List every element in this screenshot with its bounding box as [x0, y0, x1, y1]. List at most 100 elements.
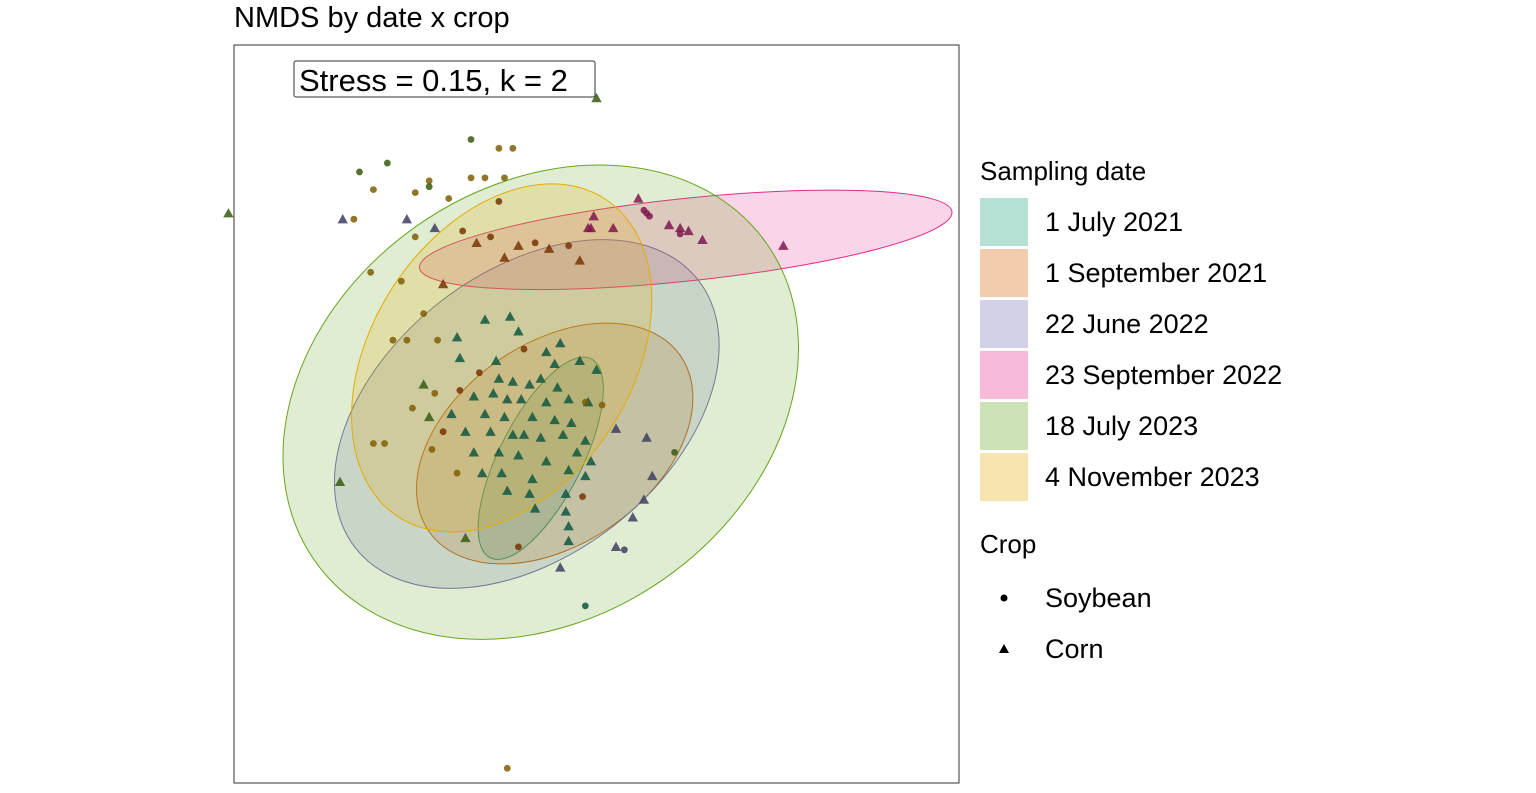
legend-title-crop: Crop	[980, 529, 1037, 559]
point-soybean	[503, 764, 511, 772]
point-soybean	[397, 277, 405, 285]
point-soybean	[425, 183, 433, 191]
ellipse-1-july-2021	[477, 356, 604, 560]
point-soybean	[501, 174, 508, 182]
point-corn	[663, 219, 675, 230]
point-corn	[513, 450, 524, 460]
point-corn	[683, 225, 694, 236]
stress-annotation: Stress = 0.15, k = 2	[293, 60, 596, 98]
stress-label-box	[293, 60, 596, 98]
point-soybean	[370, 440, 377, 447]
point-corn	[524, 379, 535, 389]
point-corn	[527, 411, 538, 422]
point-corn	[541, 346, 552, 357]
point-soybean	[425, 177, 433, 185]
point-soybean	[565, 242, 573, 250]
legend-swatch	[980, 198, 1028, 246]
legend-label: 18 July 2023	[1045, 410, 1199, 441]
point-soybean	[389, 336, 397, 344]
ellipse-layer	[282, 164, 953, 640]
point-soybean	[439, 428, 447, 436]
point-soybean	[531, 239, 539, 247]
point-corn	[641, 432, 652, 442]
point-corn	[529, 503, 541, 513]
point-corn	[504, 311, 516, 321]
point-corn	[451, 332, 463, 342]
point-soybean	[411, 189, 419, 197]
legend-item-4-november-2023: 4 November 2023	[980, 453, 1260, 501]
point-soybean	[671, 448, 678, 456]
point-corn	[502, 485, 513, 495]
point-soybean	[403, 336, 411, 344]
point-corn	[513, 240, 524, 250]
legend-label: Soybean	[1045, 582, 1152, 613]
point-soybean	[515, 543, 522, 551]
point-soybean	[367, 268, 375, 276]
legend-item-corn: Corn	[980, 625, 1104, 673]
point-corn	[608, 222, 619, 233]
point-corn	[557, 429, 569, 439]
point-soybean	[370, 186, 377, 194]
legend-item-18-july-2023: 18 July 2023	[980, 402, 1198, 450]
legend-swatch	[980, 351, 1028, 399]
point-soybean	[411, 233, 419, 241]
point-corn	[566, 417, 577, 428]
legend-label: 1 September 2021	[1045, 257, 1268, 288]
point-corn	[563, 464, 574, 475]
point-corn	[580, 435, 591, 445]
point-corn	[552, 382, 563, 392]
point-soybean	[431, 389, 439, 397]
point-corn	[588, 211, 599, 221]
legend-label: 4 November 2023	[1045, 461, 1260, 492]
point-soybean	[620, 546, 628, 554]
legend-swatch	[980, 402, 1028, 450]
point-corn	[223, 208, 234, 218]
point-corn	[460, 532, 471, 543]
point-corn	[507, 429, 519, 439]
point-soybean	[428, 446, 436, 453]
point-corn	[334, 476, 346, 487]
point-corn	[493, 447, 505, 457]
point-corn	[502, 394, 513, 404]
point-soybean	[467, 136, 475, 143]
point-corn	[574, 255, 585, 265]
point-corn	[476, 467, 488, 478]
point-corn	[468, 391, 480, 401]
point-corn	[437, 278, 449, 289]
point-corn	[627, 512, 638, 522]
legend-item-23-september-2022: 23 September 2022	[980, 351, 1282, 399]
point-corn	[610, 541, 622, 551]
point-corn	[549, 414, 560, 425]
legend-item-22-june-2022: 22 June 2022	[980, 300, 1209, 348]
point-corn	[524, 488, 535, 498]
point-corn	[582, 222, 594, 233]
point-corn	[647, 470, 658, 481]
point-soybean	[381, 440, 388, 447]
point-corn	[610, 423, 622, 433]
legend-swatch	[980, 300, 1028, 348]
point-corn	[499, 252, 510, 262]
point-soybean	[356, 168, 363, 176]
point-corn	[591, 92, 602, 103]
point-soybean	[453, 469, 461, 477]
legend-item-1-september-2021: 1 September 2021	[980, 249, 1267, 297]
point-soybean	[420, 310, 428, 318]
point-corn	[549, 358, 560, 368]
point-corn	[468, 447, 480, 457]
legend-title-sampling-date: Sampling date	[980, 156, 1147, 186]
point-corn	[638, 494, 650, 504]
point-soybean	[456, 386, 464, 394]
points-layer	[223, 92, 789, 772]
legend-label: 22 June 2022	[1045, 308, 1209, 339]
point-corn	[460, 426, 471, 436]
point-soybean	[350, 215, 358, 223]
point-corn	[518, 429, 530, 439]
circle-icon	[980, 574, 1028, 622]
point-corn	[580, 470, 591, 481]
legend-swatch	[980, 249, 1028, 297]
legend-label: Corn	[1045, 633, 1104, 664]
point-soybean	[434, 336, 441, 344]
point-corn	[563, 394, 574, 404]
point-corn	[490, 355, 502, 366]
point-corn	[516, 394, 527, 404]
